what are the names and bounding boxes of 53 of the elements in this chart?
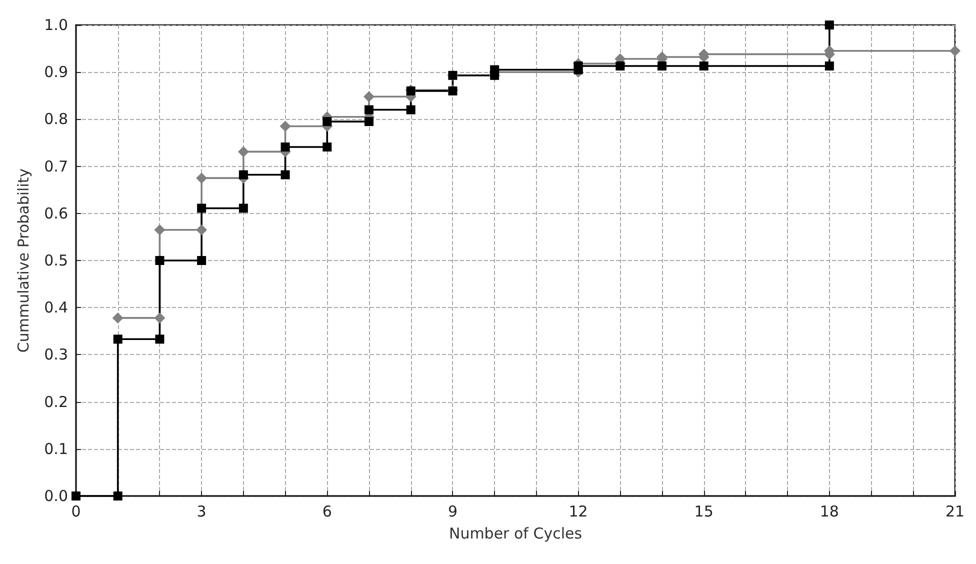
y-tick-label: 0.5 xyxy=(44,252,68,270)
point xyxy=(280,170,290,180)
y-tick-label: 0.2 xyxy=(44,392,68,411)
x-tick-label: 12 xyxy=(568,502,588,520)
point xyxy=(113,492,122,500)
point xyxy=(322,117,332,126)
x-tick-label: 0 xyxy=(71,502,81,520)
y-tick-label: 0.8 xyxy=(44,110,68,128)
point xyxy=(658,61,666,70)
point xyxy=(196,224,208,236)
x-tick-label: 9 xyxy=(448,502,458,520)
y-tick-label: 0.4 xyxy=(44,298,68,317)
point xyxy=(197,256,206,265)
point xyxy=(154,312,166,324)
point xyxy=(364,105,374,114)
point xyxy=(824,61,834,70)
point xyxy=(155,256,164,265)
x-tick-label: 3 xyxy=(196,502,206,520)
y-tick-label: 0.6 xyxy=(44,204,68,222)
point xyxy=(280,142,290,152)
point xyxy=(155,334,164,344)
point xyxy=(322,142,332,152)
point xyxy=(616,61,625,70)
point xyxy=(280,120,291,132)
point xyxy=(238,146,249,158)
y-tick-label: 0.0 xyxy=(44,487,68,505)
y-tick-label: 0.1 xyxy=(44,440,68,458)
y-axis-title: Cummulative Probability xyxy=(14,168,32,353)
point xyxy=(72,492,80,500)
x-tick-label: 18 xyxy=(820,502,839,520)
y-tick-label: 1.0 xyxy=(44,16,68,34)
point xyxy=(406,105,416,114)
point xyxy=(950,45,960,56)
y-tick-label: 0.7 xyxy=(44,157,68,176)
point xyxy=(154,224,166,236)
point xyxy=(824,20,834,30)
point xyxy=(112,312,124,324)
point xyxy=(197,204,206,213)
x-tick-label: 15 xyxy=(694,502,714,520)
x-axis-title: Number of Cycles xyxy=(448,524,582,542)
point xyxy=(699,61,708,70)
point xyxy=(196,172,208,184)
point xyxy=(238,170,248,180)
point xyxy=(574,61,583,70)
point xyxy=(113,334,122,344)
x-tick-label: 21 xyxy=(945,502,965,520)
point xyxy=(364,91,374,102)
point xyxy=(490,65,500,74)
x-tick-label: 6 xyxy=(322,502,332,520)
point xyxy=(364,117,374,126)
y-tick-label: 0.3 xyxy=(44,346,68,364)
point xyxy=(238,204,248,213)
y-tick-label: 0.9 xyxy=(44,63,68,82)
